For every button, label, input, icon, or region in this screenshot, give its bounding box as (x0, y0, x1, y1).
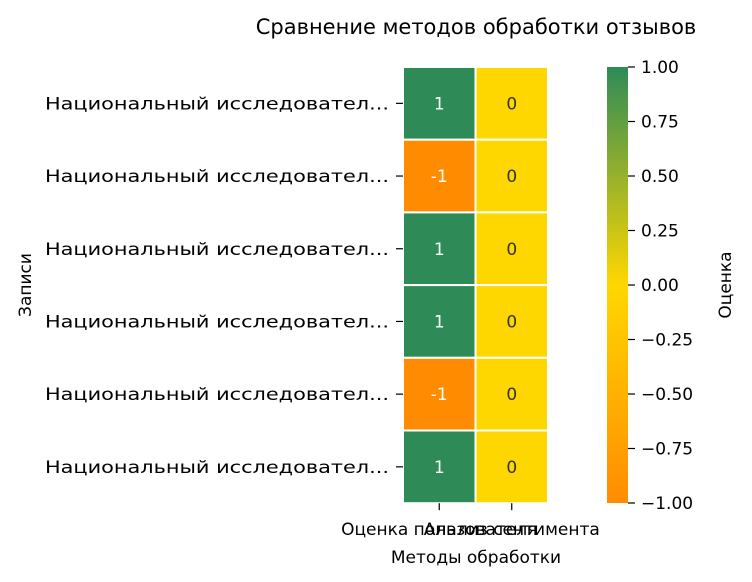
cell-value-label: 0 (506, 385, 517, 405)
heatmap-cell (474, 66, 549, 141)
cell-value-label: 0 (506, 240, 517, 260)
cell-value-label: 1 (434, 312, 445, 332)
colorbar: −1.00 −0.75 −0.50 −0.25 0.00 0.25 0.50 0.75 1.00… (607, 58, 736, 514)
y-tick-label: Национальный исследовател... (45, 312, 389, 332)
colorbar-tick-label: −0.25 (641, 331, 693, 351)
heatmap-cell (474, 429, 549, 505)
y-tick-label: Национальный исследовател... (45, 240, 389, 260)
cell-value-label: 1 (434, 240, 445, 260)
colorbar-gradient (607, 67, 628, 503)
heatmap-cells: 1 0 -1 0 1 0 1 0 -1 0 1 0 (402, 66, 549, 505)
colorbar-tick-label: 0.50 (641, 167, 679, 187)
y-tick-labels: Национальный исследовател... Национальный… (45, 94, 403, 478)
heatmap-cell (474, 211, 549, 287)
heatmap-cell (474, 284, 549, 359)
cell-value-label: 1 (434, 94, 445, 114)
colorbar-tick-label: 1.00 (641, 58, 679, 78)
heatmap-cell (474, 356, 549, 432)
cell-value-label: 0 (506, 167, 517, 187)
y-tick-label: Национальный исследовател... (45, 458, 389, 478)
y-axis-label: Записи (16, 253, 36, 317)
chart-title: Сравнение методов обработки отзывов (256, 15, 697, 39)
colorbar-tick-label: −0.75 (641, 440, 693, 460)
colorbar-label: Оценка (716, 251, 736, 318)
x-axis-label: Методы обработки (391, 548, 561, 568)
cell-value-label: -1 (431, 167, 448, 187)
colorbar-tick-label: −1.00 (641, 494, 693, 514)
cell-value-label: 0 (506, 458, 517, 478)
cell-value-label: 0 (506, 94, 517, 114)
cell-value-label: 0 (506, 312, 517, 332)
heatmap-cell (474, 138, 549, 214)
y-tick-label: Национальный исследовател... (45, 94, 389, 114)
x-tick-label: Анализ сентимента (424, 520, 600, 540)
y-tick-label: Национальный исследовател... (45, 167, 389, 187)
cell-value-label: -1 (431, 385, 448, 405)
colorbar-tick-label: 0.00 (641, 276, 679, 296)
colorbar-ticks: −1.00 −0.75 −0.50 −0.25 0.00 0.25 0.50 0.75 1.00 (628, 58, 693, 514)
colorbar-tick-label: −0.50 (641, 385, 693, 405)
colorbar-tick-label: 0.25 (641, 222, 679, 242)
x-tick-label: Оценка пользователя (341, 520, 537, 540)
cell-value-label: 1 (434, 458, 445, 478)
y-tick-label: Национальный исследовател... (45, 385, 389, 405)
colorbar-tick-label: 0.75 (641, 113, 679, 133)
